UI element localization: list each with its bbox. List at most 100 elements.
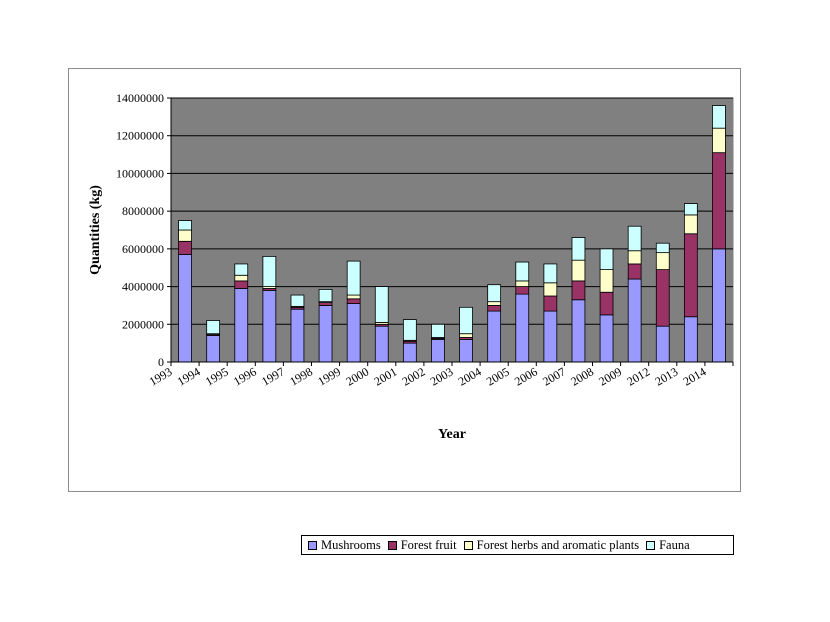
bar-segment-forest-herbs-and-aromatic-plants	[459, 333, 473, 338]
bar-segment-fauna	[627, 225, 642, 252]
x-tick-label: 2009	[596, 364, 624, 388]
bar-segment-mushrooms	[262, 289, 277, 363]
y-axis-label: Quantities (kg)	[88, 185, 103, 275]
x-tick-label: 1998	[287, 364, 315, 388]
legend-label: Forest herbs and aromatic plants	[476, 537, 640, 552]
bar-segment-mushrooms	[402, 342, 417, 363]
bar-segment-forest-herbs-and-aromatic-plants	[571, 259, 586, 282]
bar-segment-mushrooms	[318, 305, 333, 363]
x-tick-label: 2003	[428, 364, 456, 388]
legend-item: Forest herbs and aromatic plants	[463, 537, 640, 553]
bar-segment-forest-herbs-and-aromatic-plants	[543, 282, 558, 297]
bar-segment-forest-fruit	[543, 295, 558, 312]
x-tick-label: 2002	[400, 364, 428, 388]
chart-frame: 0 2000000 4000000 6000000 8000000 10000000 120…	[68, 68, 741, 555]
bar-segment-forest-fruit	[712, 152, 726, 250]
bar-segment-fauna	[712, 105, 726, 129]
bar-segment-forest-fruit	[627, 263, 642, 280]
x-tick-label: 1994	[175, 364, 203, 388]
bar-segment-forest-fruit	[515, 286, 530, 295]
bar-segment-mushrooms	[571, 299, 586, 363]
legend-label: Mushrooms	[321, 537, 381, 552]
bar-segment-fauna	[599, 248, 614, 271]
x-tick-label: 1999	[315, 364, 343, 388]
y-tick-label: 12000000	[116, 129, 164, 143]
bar-segment-forest-fruit	[571, 280, 586, 301]
bar-segment-mushrooms	[459, 338, 473, 363]
bar-segment-forest-herbs-and-aromatic-plants	[178, 229, 192, 242]
bar-segment-mushrooms	[431, 338, 445, 363]
y-tick-label: 2000000	[122, 317, 164, 331]
bar-segment-fauna	[374, 286, 389, 323]
bar-segment-mushrooms	[515, 293, 530, 363]
bar-segment-forest-fruit	[655, 269, 670, 327]
x-tick-label: 1995	[203, 364, 231, 388]
x-tick-label: 2006	[512, 364, 540, 388]
bar-segment-fauna	[431, 323, 445, 338]
x-tick-label: 1993	[147, 364, 175, 388]
x-tick-label: 2014	[681, 364, 709, 388]
x-tick-label: 1997	[259, 364, 287, 388]
bar-segment-forest-herbs-and-aromatic-plants	[599, 269, 614, 293]
bar-segment-mushrooms	[374, 325, 389, 363]
legend-item: Forest fruit	[387, 537, 457, 553]
bar-segment-fauna	[262, 255, 277, 287]
bar-segment-fauna	[543, 263, 558, 284]
bar-segment-forest-fruit	[599, 291, 614, 316]
x-tick-label: 2000	[343, 364, 371, 388]
bar-segment-mushrooms	[178, 254, 192, 363]
x-tick-label: 2008	[568, 364, 596, 388]
legend-swatch	[463, 540, 473, 550]
bar-segment-fauna	[571, 237, 586, 261]
bar-segment-forest-fruit	[346, 298, 361, 304]
bar-segment-fauna	[346, 260, 361, 296]
bar-segment-fauna	[290, 294, 305, 307]
legend-swatch	[387, 540, 397, 550]
bar-segment-forest-herbs-and-aromatic-plants	[234, 274, 249, 282]
y-tick-label: 8000000	[122, 204, 164, 218]
bar-segment-mushrooms	[599, 314, 614, 363]
legend-item: Fauna	[646, 538, 690, 553]
x-axis-label: Year	[438, 427, 466, 442]
y-tick-label: 10000000	[116, 166, 164, 180]
bar-segment-forest-herbs-and-aromatic-plants	[655, 252, 670, 271]
legend-label: Fauna	[659, 537, 690, 552]
bar-segment-fauna	[459, 306, 473, 335]
x-tick-label: 1996	[231, 364, 259, 388]
y-tick-label: 6000000	[122, 242, 164, 256]
bar-segment-forest-fruit	[178, 240, 192, 255]
legend-swatch	[308, 540, 317, 550]
bar-segment-fauna	[234, 263, 249, 276]
x-tick-label: 2005	[484, 364, 512, 388]
bar-segment-mushrooms	[683, 316, 698, 363]
bar-segment-forest-herbs-and-aromatic-plants	[683, 214, 698, 235]
bar-segment-fauna	[515, 261, 530, 282]
legend-label: Forest fruit	[400, 537, 457, 552]
legend: Mushrooms Forest fruit Forest herbs and ar…	[301, 535, 734, 555]
bar-segment-mushrooms	[290, 308, 305, 363]
x-tick-label: 2013	[653, 364, 681, 388]
bar-segment-mushrooms	[655, 325, 670, 363]
plot-area	[170, 97, 734, 363]
bar-segment-forest-fruit	[683, 233, 698, 318]
bar-segment-mushrooms	[627, 278, 642, 363]
bar-segment-mushrooms	[543, 310, 558, 363]
bar-segment-forest-herbs-and-aromatic-plants	[712, 127, 726, 154]
x-tick-label: 2004	[456, 364, 484, 388]
stacked-bar-chart: 0 2000000 4000000 6000000 8000000 10000000 120…	[88, 91, 734, 442]
bar-segment-forest-herbs-and-aromatic-plants	[627, 250, 642, 265]
y-tick-label: 4000000	[122, 280, 164, 294]
bar-segment-fauna	[206, 320, 221, 335]
bar-segment-forest-herbs-and-aromatic-plants	[515, 280, 530, 287]
bar-segment-mushrooms	[206, 335, 221, 363]
bar-segment-fauna	[178, 220, 192, 231]
bar-segment-mushrooms	[487, 310, 502, 363]
x-tick-label: 2012	[624, 364, 652, 388]
bar-segment-forest-fruit	[234, 280, 249, 289]
legend-swatch	[646, 540, 656, 550]
bar-segment-fauna	[318, 288, 333, 303]
x-tick-label: 2007	[540, 364, 568, 388]
y-tick-label: 0	[158, 355, 164, 369]
x-tick-label: 2001	[372, 364, 400, 388]
bar-segment-fauna	[487, 284, 502, 303]
